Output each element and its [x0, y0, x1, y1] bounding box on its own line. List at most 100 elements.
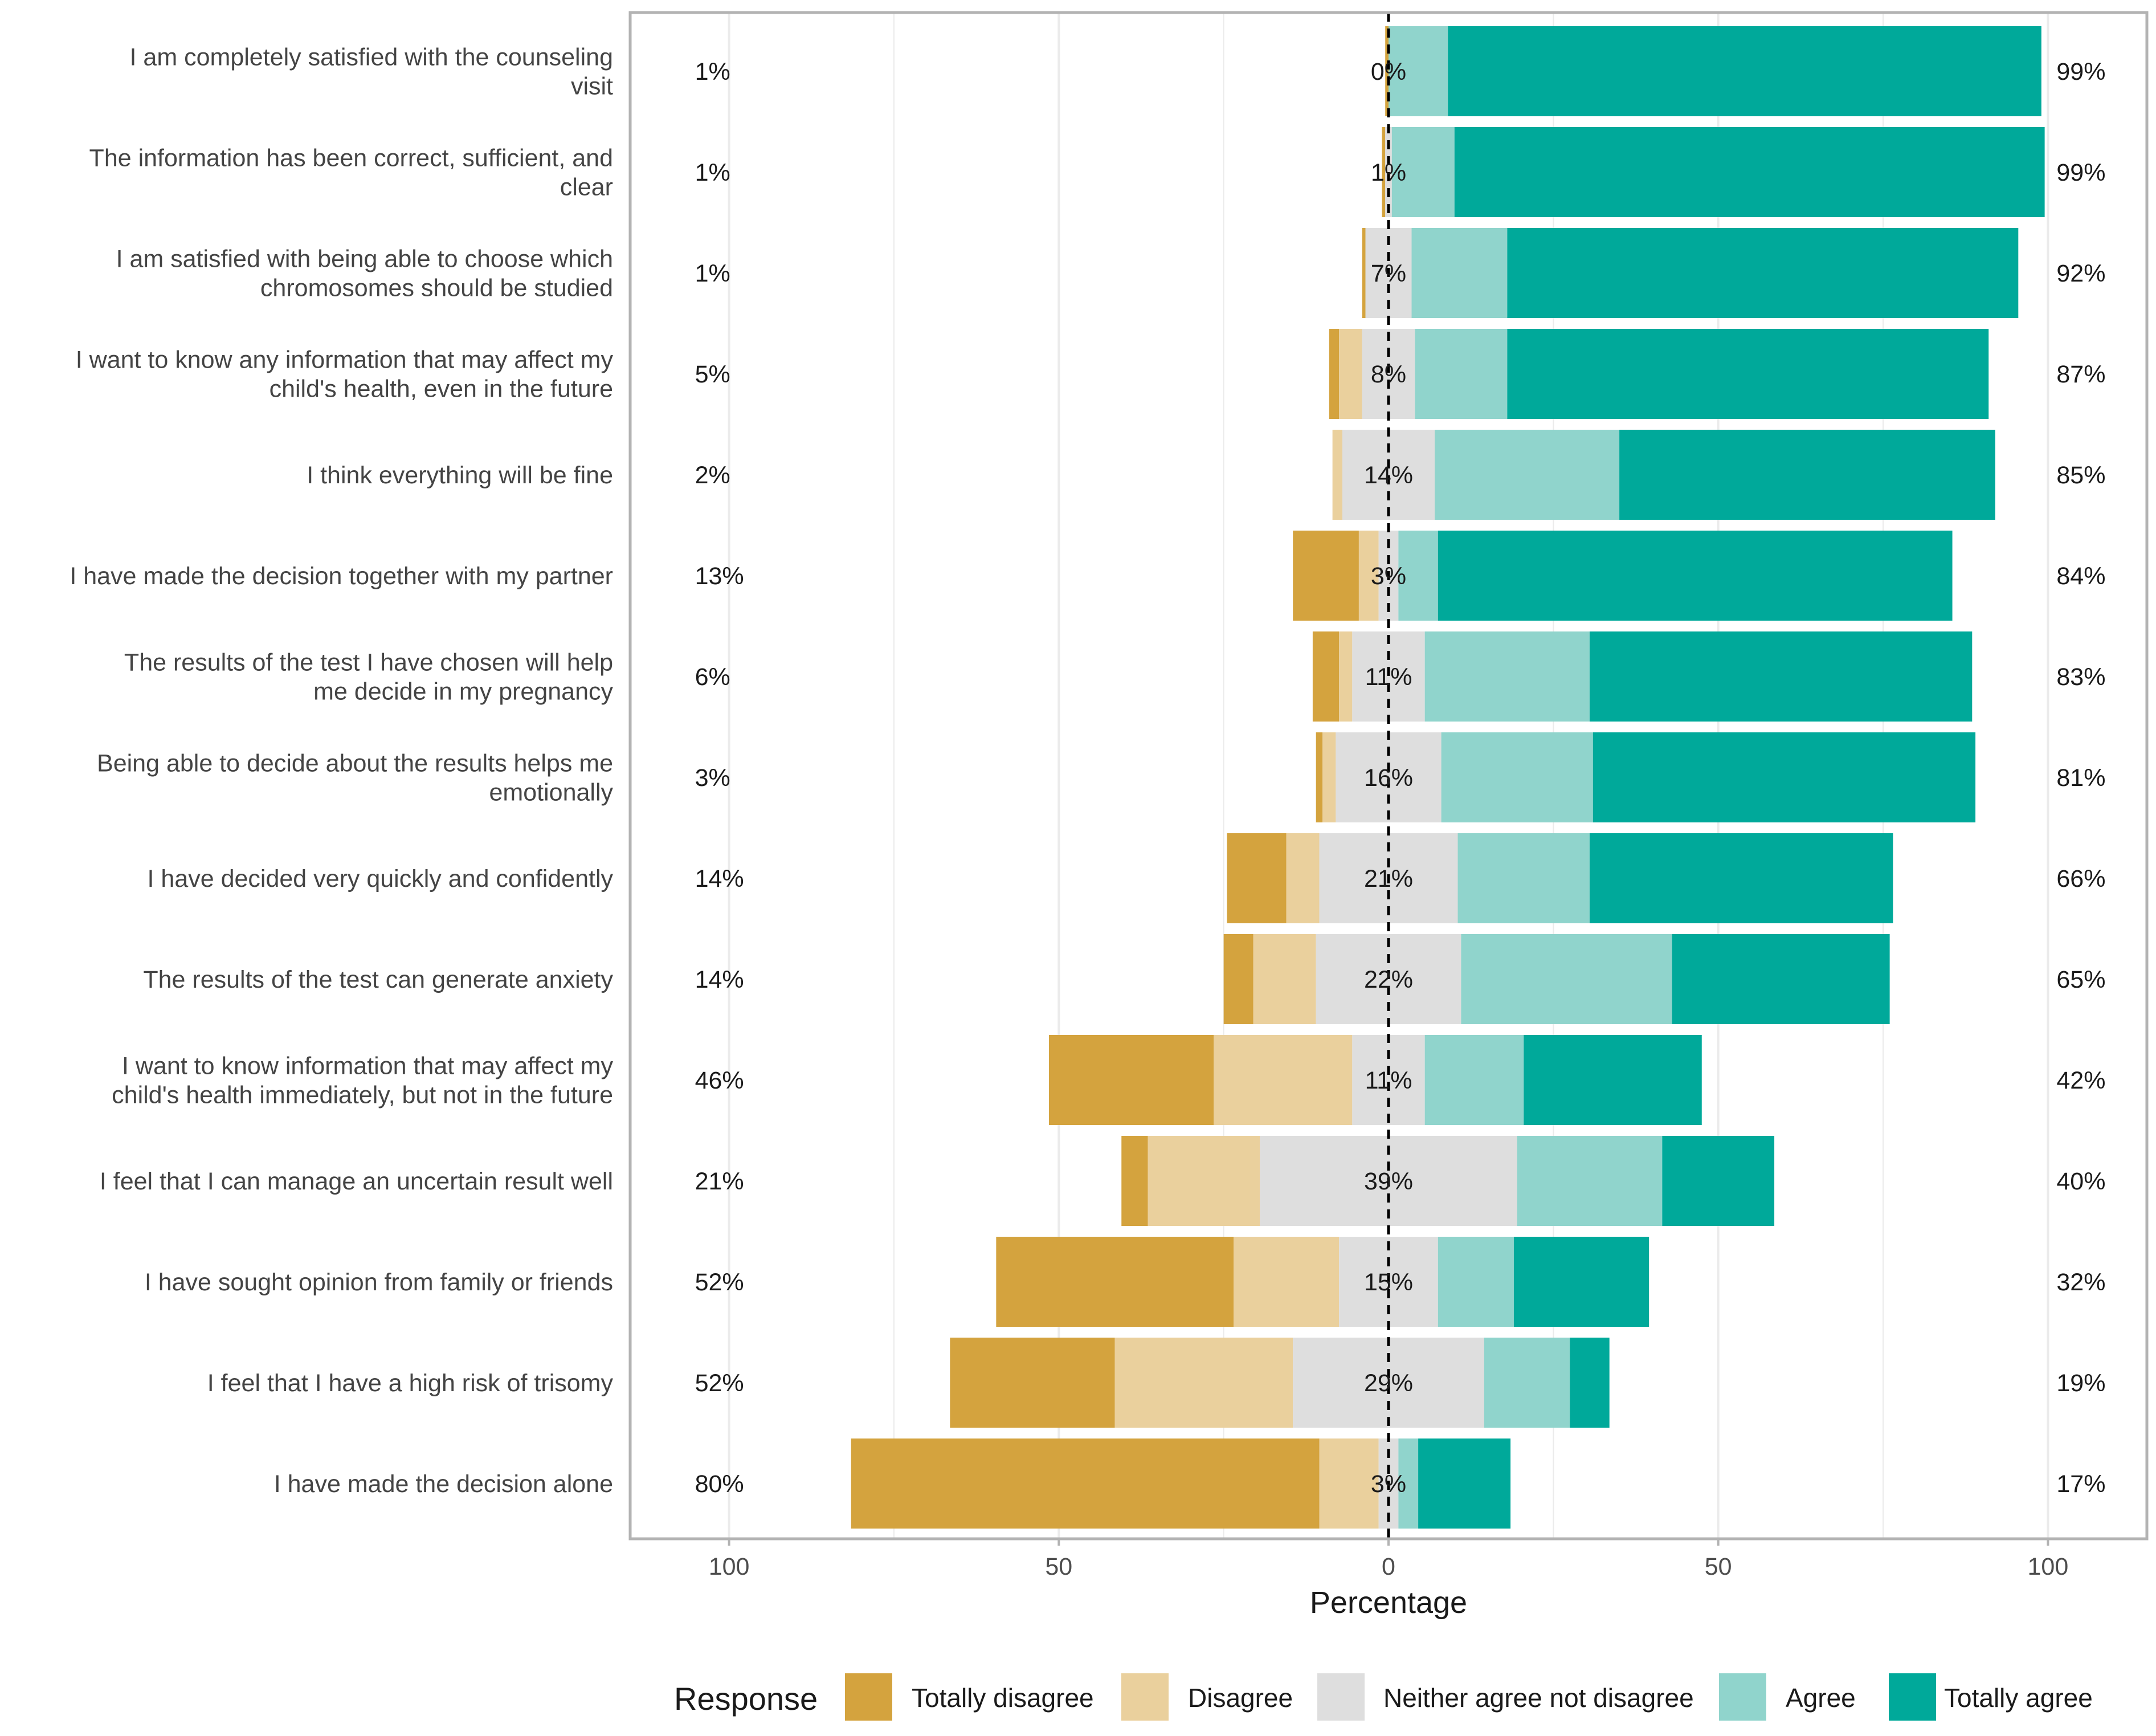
category-label: The results of the test can generate anx… — [143, 966, 613, 993]
bar-disagree-4 — [1339, 329, 1362, 419]
left-percent-label: 1% — [695, 58, 730, 85]
bar-disagree-10 — [1253, 934, 1316, 1024]
bar-disagree-8 — [1322, 732, 1336, 822]
bar-disagree-14 — [1114, 1338, 1293, 1428]
left-percent-label: 13% — [695, 563, 744, 590]
bar-totally-agree-3 — [1507, 228, 2019, 318]
left-percent-label: 14% — [695, 966, 744, 993]
center-percent-label: 14% — [1364, 462, 1413, 489]
bar-totally-disagree-7 — [1312, 631, 1340, 722]
category-label: child's health, even in the future — [270, 376, 613, 403]
right-percent-label: 19% — [2056, 1370, 2105, 1397]
bar-totally-disagree-6 — [1293, 531, 1359, 621]
left-percent-label: 1% — [695, 260, 730, 287]
bar-totally-agree-14 — [1570, 1338, 1610, 1428]
left-percent-label: 80% — [695, 1470, 744, 1498]
right-percent-label: 99% — [2056, 159, 2105, 186]
bar-disagree-11 — [1214, 1035, 1353, 1125]
right-percent-label: 87% — [2056, 361, 2105, 388]
bar-totally-agree-8 — [1592, 732, 1976, 822]
right-percent-label: 66% — [2056, 865, 2105, 893]
left-percent-label: 52% — [695, 1370, 744, 1397]
bar-totally-agree-7 — [1590, 631, 1973, 722]
category-label: Being able to decide about the results h… — [97, 750, 613, 777]
bar-agree-11 — [1424, 1035, 1524, 1125]
bar-totally-agree-12 — [1662, 1136, 1775, 1226]
bar-agree-6 — [1398, 531, 1438, 621]
category-label: I have made the decision alone — [274, 1470, 613, 1498]
center-percent-label: 11% — [1365, 663, 1412, 691]
bar-totally-disagree-11 — [1048, 1035, 1214, 1125]
bar-agree-14 — [1484, 1338, 1570, 1428]
center-percent-label: 3% — [1371, 1470, 1406, 1498]
bar-agree-1 — [1389, 26, 1448, 116]
legend-label: Agree — [1786, 1683, 1856, 1713]
bar-agree-3 — [1411, 228, 1508, 318]
legend-key-totally-disagree — [845, 1673, 892, 1721]
bar-totally-agree-1 — [1448, 26, 2041, 116]
category-label: I have sought opinion from family or fri… — [145, 1269, 613, 1296]
center-percent-label: 1% — [1371, 159, 1406, 186]
bar-agree-2 — [1391, 127, 1455, 217]
x-tick-label: 50 — [1705, 1553, 1732, 1580]
bar-totally-disagree-3 — [1362, 228, 1366, 318]
category-label: chromosomes should be studied — [260, 275, 613, 302]
center-percent-label: 3% — [1371, 563, 1406, 590]
category-label: clear — [560, 174, 613, 201]
bar-totally-disagree-13 — [996, 1237, 1234, 1327]
bar-disagree-12 — [1148, 1136, 1260, 1226]
bar-totally-agree-10 — [1672, 934, 1890, 1024]
center-percent-label: 7% — [1371, 260, 1406, 287]
center-percent-label: 39% — [1364, 1168, 1413, 1195]
center-percent-label: 29% — [1364, 1370, 1413, 1397]
right-percent-label: 81% — [2056, 764, 2105, 792]
bar-totally-disagree-14 — [950, 1338, 1115, 1428]
left-percent-label: 2% — [695, 462, 730, 489]
legend-label: Neither agree not disagree — [1383, 1683, 1694, 1713]
category-label: The results of the test I have chosen wi… — [124, 649, 613, 677]
category-label: I want to know any information that may … — [76, 347, 614, 374]
right-percent-label: 99% — [2056, 58, 2105, 85]
bar-totally-disagree-8 — [1316, 732, 1323, 822]
left-percent-label: 6% — [695, 663, 730, 691]
category-label: I am satisfied with being able to choose… — [116, 246, 613, 273]
right-percent-label: 42% — [2056, 1067, 2105, 1094]
left-percent-label: 52% — [695, 1269, 744, 1296]
x-tick-label: 100 — [2028, 1553, 2069, 1580]
center-percent-label: 8% — [1371, 361, 1406, 388]
bar-totally-agree-13 — [1513, 1237, 1649, 1327]
legend-title: Response — [674, 1681, 818, 1717]
x-tick-label: 50 — [1045, 1553, 1072, 1580]
category-label: emotionally — [489, 779, 614, 806]
category-labels: I am completely satisfied with the couns… — [70, 44, 613, 1498]
center-percent-label: 21% — [1364, 865, 1413, 893]
left-percent-label: 14% — [695, 865, 744, 893]
right-percent-label: 85% — [2056, 462, 2105, 489]
bar-totally-agree-4 — [1507, 329, 1989, 419]
left-percent-label: 46% — [695, 1067, 744, 1094]
bar-agree-12 — [1517, 1136, 1663, 1226]
x-axis-title: Percentage — [1310, 1586, 1467, 1620]
right-percent-label: 17% — [2056, 1470, 2105, 1498]
left-percent-label: 3% — [695, 764, 730, 792]
category-label: I feel that I can manage an uncertain re… — [100, 1168, 613, 1195]
category-label: I have decided very quickly and confiden… — [148, 865, 614, 893]
bar-disagree-5 — [1332, 430, 1342, 520]
category-label: I feel that I have a high risk of trisom… — [207, 1370, 614, 1397]
category-label: The information has been correct, suffic… — [89, 145, 613, 172]
bar-disagree-7 — [1339, 631, 1353, 722]
bars — [851, 26, 2045, 1529]
left-percent-label: 1% — [695, 159, 730, 186]
legend-key-totally-agree — [1889, 1673, 1936, 1721]
category-label: me decide in my pregnancy — [313, 678, 613, 706]
bar-agree-15 — [1398, 1438, 1419, 1529]
bar-agree-8 — [1441, 732, 1593, 822]
left-percent-label: 21% — [695, 1168, 744, 1195]
center-percent-label: 11% — [1365, 1067, 1412, 1094]
category-label: I have made the decision together with m… — [70, 563, 613, 590]
bar-agree-5 — [1435, 430, 1620, 520]
bar-totally-agree-11 — [1524, 1035, 1702, 1125]
bar-agree-7 — [1424, 631, 1590, 722]
bar-totally-agree-2 — [1454, 127, 2045, 217]
